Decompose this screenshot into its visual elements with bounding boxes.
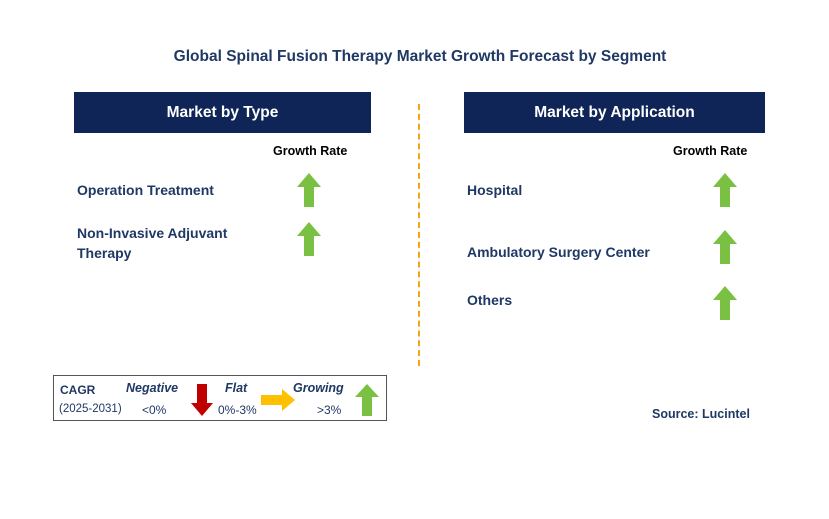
type-item-non-invasive-line1: Non-Invasive Adjuvant bbox=[77, 225, 228, 241]
growing-arrow-icon bbox=[713, 173, 737, 207]
legend-growing-range: >3% bbox=[317, 403, 342, 417]
negative-arrow-icon bbox=[191, 384, 213, 416]
legend-flat-range: 0%-3% bbox=[218, 403, 257, 417]
application-item-hospital: Hospital bbox=[467, 182, 523, 198]
type-item-operation-treatment: Operation Treatment bbox=[77, 182, 214, 198]
application-item-others: Others bbox=[467, 292, 513, 308]
growing-arrow-icon bbox=[713, 230, 737, 264]
flat-arrow-icon bbox=[261, 389, 295, 411]
legend-period: (2025-2031) bbox=[59, 403, 122, 415]
type-item-non-invasive: Non-Invasive Adjuvant Therapy bbox=[77, 223, 227, 263]
chart-title: Global Spinal Fusion Therapy Market Grow… bbox=[173, 48, 667, 65]
type-item-non-invasive-line2: Therapy bbox=[77, 245, 132, 261]
legend-negative-range: <0% bbox=[142, 403, 167, 417]
growing-arrow-icon bbox=[297, 173, 321, 207]
application-item-ambulatory: Ambulatory Surgery Center bbox=[467, 244, 650, 260]
left-growth-rate-label: Growth Rate bbox=[273, 144, 348, 158]
market-by-type-header: Market by Type bbox=[74, 92, 371, 133]
growing-arrow-icon bbox=[713, 286, 737, 320]
legend-cagr-label: CAGR bbox=[60, 383, 96, 397]
legend-flat-label: Flat bbox=[225, 381, 248, 395]
cagr-legend: CAGR (2025-2031) Negative <0% Flat 0%-3%… bbox=[53, 375, 387, 421]
growing-arrow-icon bbox=[355, 384, 379, 416]
market-by-application-header: Market by Application bbox=[464, 92, 765, 133]
growing-arrow-icon bbox=[297, 222, 321, 256]
right-growth-rate-label: Growth Rate bbox=[673, 144, 748, 158]
panel-divider bbox=[418, 104, 420, 366]
legend-growing-label: Growing bbox=[293, 381, 344, 395]
legend-negative-label: Negative bbox=[126, 381, 179, 395]
source-note: Source: Lucintel bbox=[652, 407, 750, 421]
